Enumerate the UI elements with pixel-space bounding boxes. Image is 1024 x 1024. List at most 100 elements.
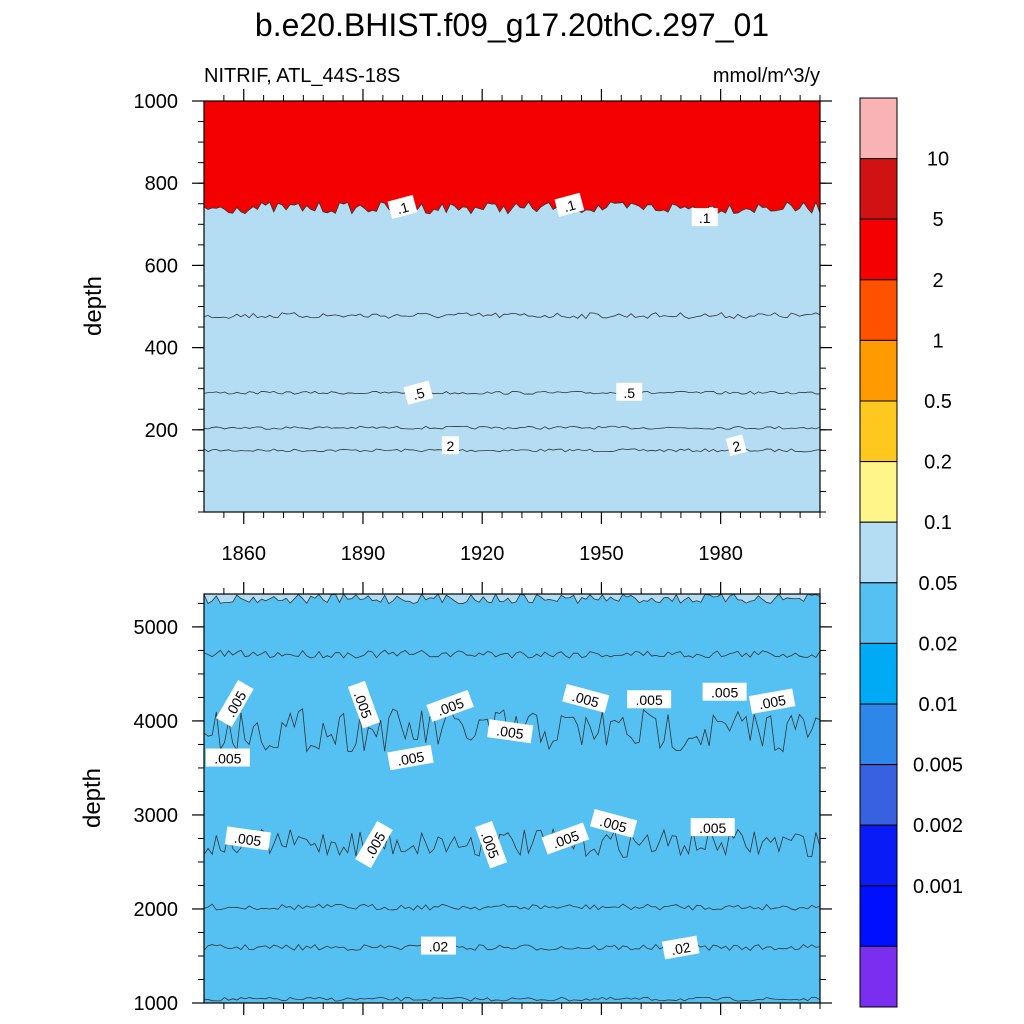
colorbar-label: 2: [932, 270, 943, 292]
colorbar-label: 0.02: [919, 633, 958, 655]
contour-label-bg: [691, 208, 718, 227]
top-y-axis-label: depth: [80, 276, 107, 336]
contour-label: .02: [661, 935, 700, 960]
contour-line: [203, 943, 821, 951]
contour-label-text: .005: [635, 692, 662, 708]
colorbar-swatch: [859, 461, 898, 523]
y-tick-label: 400: [145, 338, 178, 360]
x-tick-label: 1860: [221, 543, 266, 565]
contour-label: .005: [487, 719, 534, 744]
contour-line: [203, 593, 821, 605]
contour-label-text: .005: [758, 692, 788, 713]
contour-label-text: .1: [699, 210, 711, 226]
bottom-plot-area: 1000 2000 3000 4000 5000 .02 .02 .005 .005 .005 .0…: [134, 582, 832, 1015]
y-tick-label: 5000: [134, 617, 179, 639]
colorbar-swatch: [859, 703, 898, 766]
contour-label-bg: [205, 748, 250, 767]
contour-label-bg: [554, 192, 585, 217]
contour-label: .005: [562, 683, 610, 713]
colorbar-swatch: [859, 339, 898, 402]
contour-label: .005: [205, 748, 250, 767]
colorbar-swatch: [859, 97, 898, 160]
colorbar-swatch: [859, 521, 898, 584]
top-subtitle-left: NITRIF, ATL_44S-18S: [204, 65, 400, 87]
colorbar-label: 0.2: [924, 452, 952, 474]
colorbar-swatch: [859, 582, 898, 644]
contour-label-bg: [725, 434, 747, 457]
y-tick-label: 600: [145, 255, 178, 277]
contour-label-bg: [387, 744, 434, 771]
colorbar-swatch: [859, 764, 898, 826]
contour-label: .005: [224, 826, 271, 851]
contour-line: [203, 312, 821, 320]
contour-line: [203, 903, 821, 911]
contour-label-text: .02: [670, 939, 692, 958]
x-tick-label: 1920: [460, 543, 505, 565]
contour-label: .1: [387, 194, 418, 219]
contour-label: .5: [616, 382, 643, 401]
figure-title: b.e20.BHIST.f09_g17.20thC.297_01: [255, 7, 769, 43]
y-tick-label: 200: [145, 420, 178, 442]
contour-label-bg: [475, 820, 508, 869]
contour-label-text: .005: [699, 820, 726, 836]
y-tick-label: 2000: [134, 899, 179, 921]
colorbar-label: 0.1: [924, 512, 952, 534]
contour-label: .005: [590, 809, 638, 838]
contour-line: [203, 996, 821, 1002]
colorbar-label: 5: [932, 209, 943, 231]
contour-label-text: .1: [562, 197, 578, 216]
top-plot-area: 200 400 600 800 1000 1860 1890 1920 1950 1980 2 2 .5…: [134, 89, 832, 565]
contour-line: [203, 425, 821, 430]
contour-label-bg: [224, 826, 271, 851]
contour-label-text: .005: [396, 748, 426, 769]
x-tick-label: 1950: [579, 543, 624, 565]
x-tick-label: 1890: [341, 543, 386, 565]
contour-label: .005: [748, 688, 796, 714]
contour-label: .005: [387, 744, 434, 771]
colorbar-swatch: [859, 885, 898, 947]
contour-label-text: .005: [495, 722, 524, 742]
colorbar-label: 0.05: [919, 573, 958, 595]
contour-label-bg: [748, 688, 796, 714]
colorbar: 10 5 2 1 0.5 0.2 0.1 0.05 0.02 0.01 0.005 0.002 0.00…: [859, 97, 963, 1008]
y-tick-label: 1000: [134, 91, 179, 113]
colorbar-swatch: [859, 279, 898, 341]
contour-label-bg: [690, 818, 735, 837]
contour-label-bg: [702, 682, 747, 701]
contour-label-bg: [403, 380, 434, 405]
x-tick-label: 1980: [698, 543, 743, 565]
contour-label: .1: [554, 192, 585, 217]
colorbar-label: 0.005: [913, 755, 963, 777]
colorbar-swatch: [859, 158, 898, 220]
contour-label: 2: [725, 434, 747, 457]
contour-label-bg: [216, 679, 254, 728]
colorbar-label: 1: [932, 330, 943, 352]
y-tick-label: 800: [145, 173, 178, 195]
contour-label-bg: [420, 936, 456, 955]
contour-label-bg: [487, 719, 534, 744]
bottom-panel: depth 1000 2000 3000 4000 5000 .02 .02 .005 .005…: [79, 582, 832, 1015]
contour-label-text: .005: [214, 751, 241, 767]
contour-line: [203, 827, 821, 858]
band-1-7: [204, 594, 820, 1003]
contour-label-text: .1: [395, 199, 411, 218]
contour-label: .005: [627, 690, 672, 709]
colorbar-swatch: [859, 218, 898, 281]
contour-label-bg: [541, 822, 590, 855]
contour-label-bg: [562, 683, 610, 713]
contour-label-bg: [347, 680, 380, 729]
contour-label: 2: [441, 436, 459, 455]
contour-label-bg: [441, 436, 459, 455]
contour-line: [203, 649, 821, 659]
colorbar-swatch: [859, 824, 898, 887]
colorbar-swatch: [859, 642, 898, 705]
colorbar-swatch: [859, 945, 898, 1008]
contour-label-text: 2: [731, 437, 743, 455]
colorbar-label: 10: [927, 149, 949, 171]
band-0-5: [204, 201, 820, 513]
colorbar-label: 0.001: [913, 876, 963, 898]
contour-label-text: .005: [233, 830, 262, 850]
contour-label-text: .005: [570, 688, 601, 711]
colorbar-swatch: [859, 400, 898, 463]
